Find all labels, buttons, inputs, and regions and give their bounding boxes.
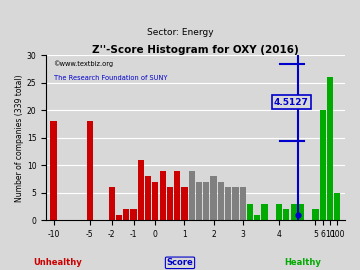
Bar xyxy=(109,187,115,220)
Bar xyxy=(203,182,210,220)
Bar xyxy=(50,121,57,220)
Text: Healthy: Healthy xyxy=(284,258,321,267)
Bar xyxy=(116,215,122,220)
Text: 4.5127: 4.5127 xyxy=(274,98,309,107)
Title: Z''-Score Histogram for OXY (2016): Z''-Score Histogram for OXY (2016) xyxy=(92,45,299,55)
Text: Sector: Energy: Sector: Energy xyxy=(147,28,213,37)
Text: ©www.textbiz.org: ©www.textbiz.org xyxy=(54,60,114,66)
Bar xyxy=(283,209,289,220)
Bar xyxy=(254,215,260,220)
Bar xyxy=(225,187,231,220)
Bar xyxy=(123,209,129,220)
Bar xyxy=(276,204,282,220)
Bar xyxy=(138,160,144,220)
Bar xyxy=(298,204,304,220)
Bar xyxy=(327,77,333,220)
Bar xyxy=(87,121,93,220)
Bar xyxy=(130,209,137,220)
Bar xyxy=(145,176,151,220)
Bar xyxy=(181,187,188,220)
Bar xyxy=(159,171,166,220)
Bar xyxy=(247,204,253,220)
Bar xyxy=(174,171,180,220)
Bar xyxy=(167,187,173,220)
Bar xyxy=(218,182,224,220)
Bar xyxy=(291,204,297,220)
Text: The Research Foundation of SUNY: The Research Foundation of SUNY xyxy=(54,75,167,81)
Bar xyxy=(240,187,246,220)
Bar xyxy=(232,187,239,220)
Text: Score: Score xyxy=(167,258,193,267)
Bar xyxy=(196,182,202,220)
Y-axis label: Number of companies (339 total): Number of companies (339 total) xyxy=(15,74,24,202)
Text: Unhealthy: Unhealthy xyxy=(33,258,82,267)
Bar xyxy=(189,171,195,220)
Bar xyxy=(211,176,217,220)
Bar xyxy=(261,204,267,220)
Bar xyxy=(312,209,319,220)
Bar xyxy=(334,193,340,220)
Bar xyxy=(320,110,326,220)
Bar xyxy=(152,182,158,220)
